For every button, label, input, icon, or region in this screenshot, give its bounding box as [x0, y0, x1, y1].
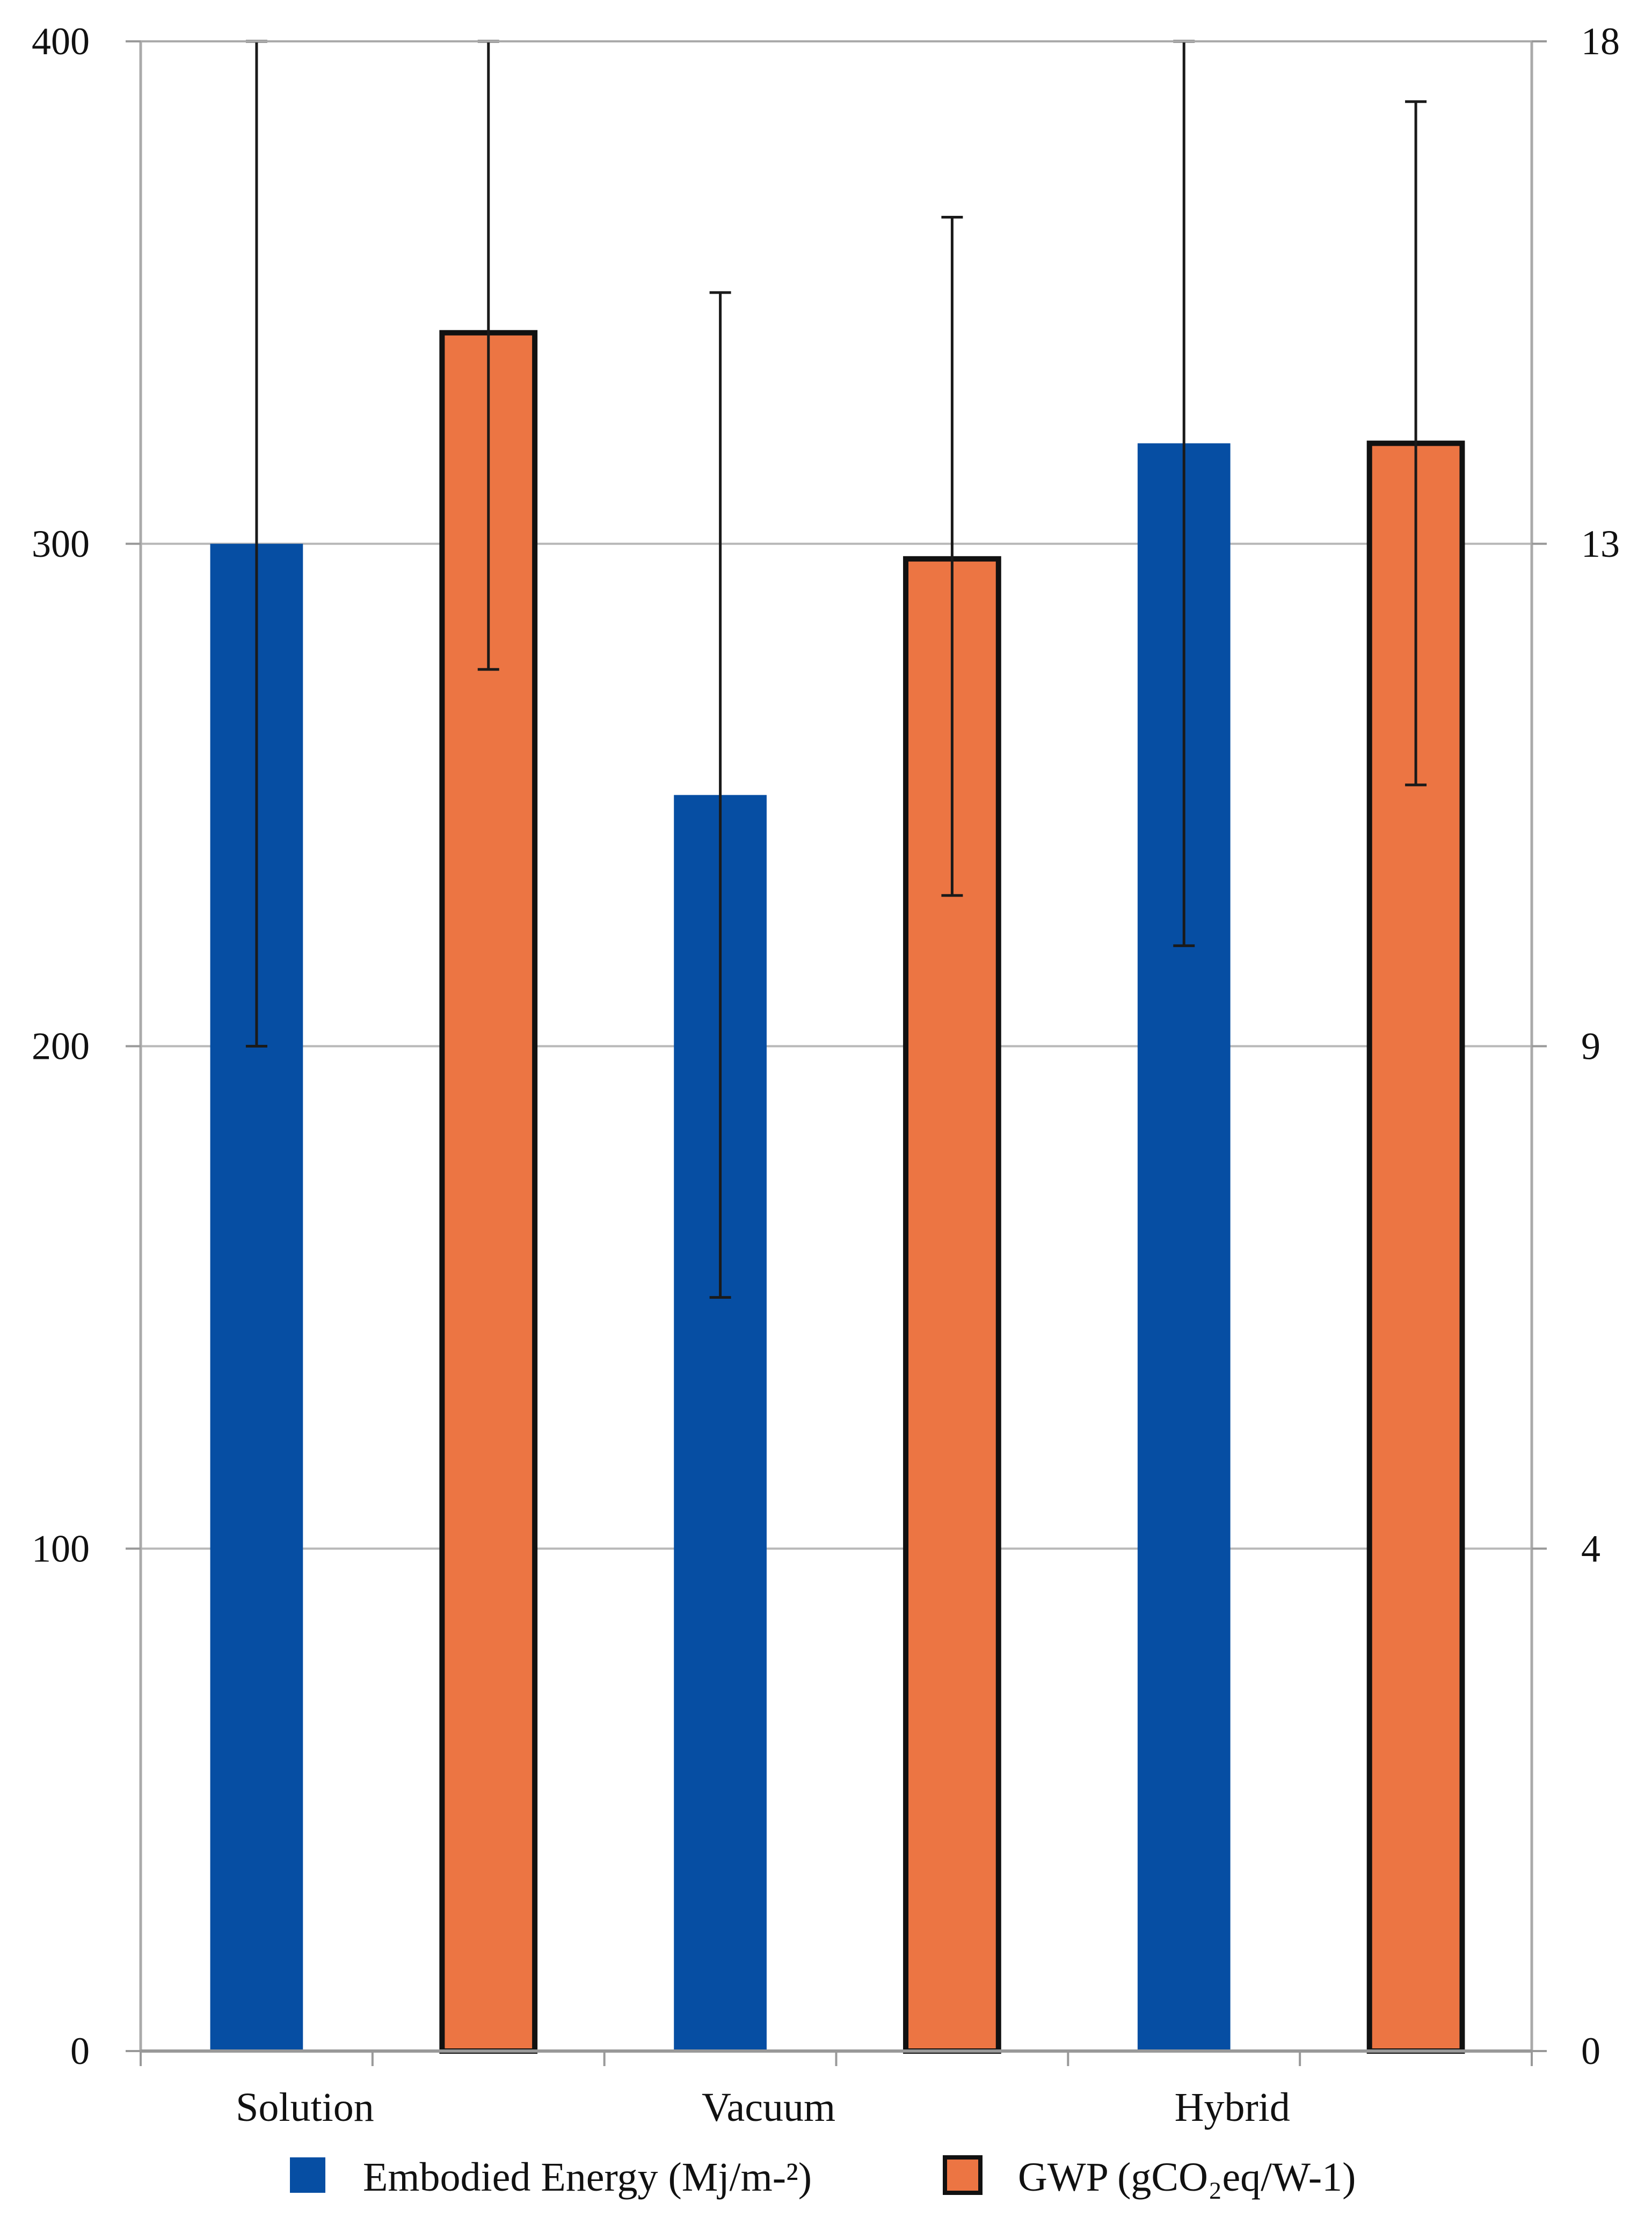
legend-swatch-series-2: [943, 2155, 983, 2195]
legend-label-series-1: Embodied Energy (Mj/m-²): [363, 2155, 812, 2200]
category-label: Vacuum: [702, 2085, 835, 2130]
y-left-tick-label: 200: [32, 1025, 90, 1068]
legend-label-series-2: GWP (gCO₂eq/W-1): [1018, 2155, 1356, 2200]
bar-solution-series-2: [439, 330, 538, 2054]
y-right-tick-label: 9: [1581, 1025, 1600, 1068]
y-right-tick-label: 4: [1581, 1527, 1600, 1570]
y-left-tick-label: 0: [70, 2030, 90, 2073]
y-left-tick-label: 400: [32, 20, 90, 63]
y-left-tick-label: 300: [32, 522, 90, 565]
axis-labels: 0 100 200 300 400 0 4 9 13 18 Solution Vacuum Hybrid: [32, 20, 1620, 2130]
error-bars: [245, 40, 1427, 1299]
y-right-tick-label: 0: [1581, 2030, 1600, 2073]
y-right-tick-label: 13: [1581, 522, 1620, 565]
category-label: Solution: [236, 2085, 374, 2130]
axes: [126, 40, 1547, 2066]
bars: [210, 330, 1465, 2054]
y-left-tick-label: 100: [32, 1527, 90, 1570]
legend: Embodied Energy (Mj/m-²) GWP (gCO₂eq/W-1): [290, 2155, 1356, 2200]
y-right-tick-label: 18: [1581, 20, 1620, 63]
gridlines: [141, 40, 1532, 1550]
category-label: Hybrid: [1175, 2085, 1290, 2130]
legend-swatch-series-1: [290, 2157, 325, 2193]
